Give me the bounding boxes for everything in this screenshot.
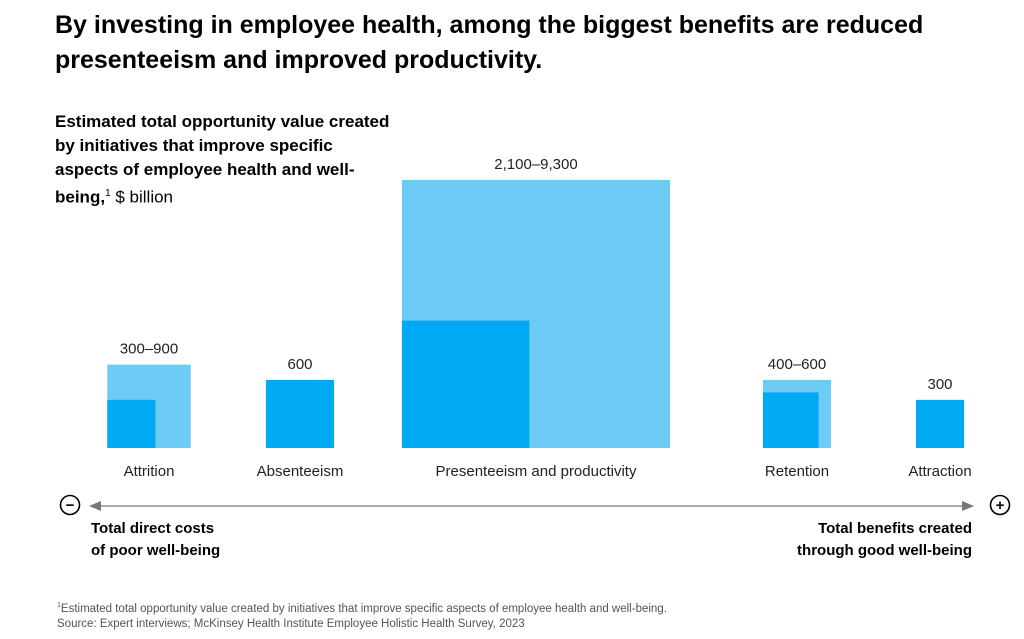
chart-bars: 300–900 Attrition 600 Absenteeism 2,100–9,30… (107, 156, 972, 480)
opportunity-chart: 300–900 Attrition 600 Absenteeism 2,100–9,30… (59, 156, 1011, 516)
subtitle-footnote-mark: 1 (105, 188, 111, 199)
subtitle-text: Estimated total opportunity value create… (55, 112, 390, 207)
category-label-attraction: Attraction (908, 463, 971, 480)
axis-left-label-line1: Total direct costs (91, 520, 215, 537)
value-axis: − + (59, 494, 1011, 516)
footnote: 1Estimated total opportunity value creat… (57, 598, 667, 632)
category-label-attrition: Attrition (124, 463, 175, 480)
value-label-attraction: 300 (927, 376, 952, 393)
axis-right-label-line1: Total benefits created (818, 520, 972, 537)
value-label-retention: 400–600 (768, 356, 826, 373)
footnote-note-line: 1Estimated total opportunity value creat… (57, 598, 667, 617)
square-low-retention (762, 392, 819, 448)
value-label-absenteeism: 600 (287, 356, 312, 373)
plus-symbol: + (996, 497, 1005, 514)
axis-left-label: Total direct costs of poor well-being (91, 518, 220, 562)
minus-symbol: − (66, 497, 75, 514)
chart-subtitle: Estimated total opportunity value create… (55, 110, 395, 210)
square-low-attraction (915, 399, 965, 448)
square-low-presenteeism-and-productivity (401, 320, 530, 448)
category-label-presenteeism-and-productivity: Presenteeism and productivity (436, 463, 637, 480)
square-low-absenteeism (265, 379, 335, 448)
minus-circle-icon (59, 494, 81, 516)
value-label-presenteeism-and-productivity: 2,100–9,300 (494, 156, 577, 173)
category-label-absenteeism: Absenteeism (257, 463, 344, 480)
square-low-attrition (107, 399, 156, 448)
subtitle-unit: $ billion (115, 187, 174, 207)
footnote-mark: 1 (57, 602, 61, 609)
footnote-note: Estimated total opportunity value create… (60, 602, 667, 615)
value-label-attrition: 300–900 (120, 341, 178, 358)
category-label-retention: Retention (765, 463, 829, 480)
axis-arrow-left (89, 501, 101, 511)
axis-arrow-right (962, 501, 974, 511)
footnote-source: Source: Expert interviews; McKinsey Heal… (57, 617, 525, 630)
axis-right-label-line2: through good well-being (797, 542, 972, 559)
axis-right-label: Total benefits created through good well… (797, 518, 972, 562)
page-title: By investing in employee health, among t… (55, 11, 924, 74)
plus-circle-icon (989, 494, 1011, 516)
axis-left-label-line2: of poor well-being (91, 542, 221, 559)
